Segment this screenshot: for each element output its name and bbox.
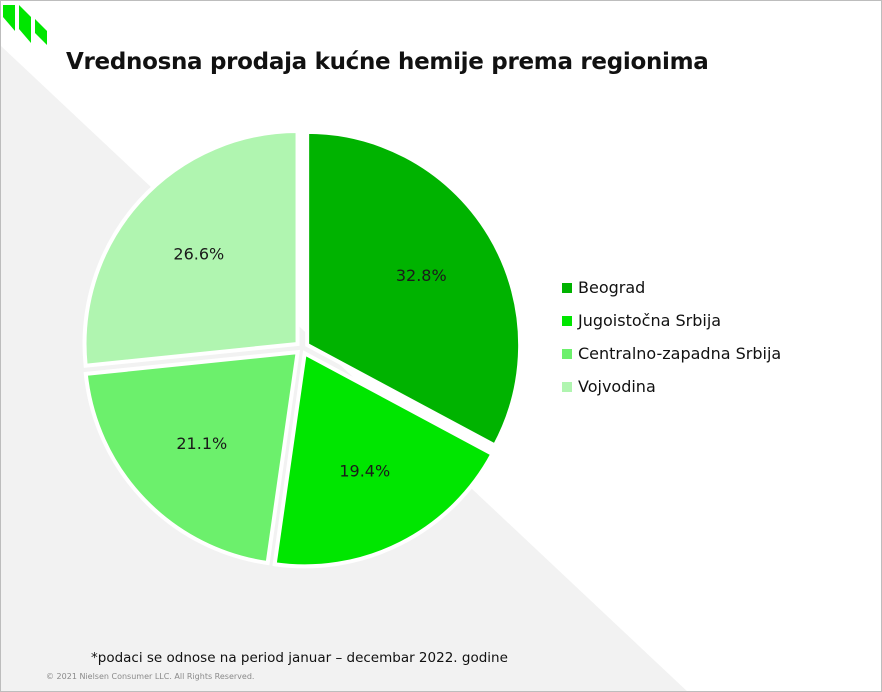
data-label-vojvodina: 26.6% xyxy=(173,244,224,263)
data-label-beograd: 32.8% xyxy=(396,266,447,285)
brand-logo-icon xyxy=(3,5,47,45)
data-label-jugoistocna-srbija: 19.4% xyxy=(339,462,390,481)
legend-item-vojvodina: Vojvodina xyxy=(562,370,781,403)
legend-swatch-vojvodina xyxy=(562,381,572,392)
legend-label-vojvodina: Vojvodina xyxy=(578,377,656,396)
pie-slice-jugoistocna-srbija xyxy=(272,350,496,569)
footnote: *podaci se odnose na period januar – dec… xyxy=(91,650,508,666)
pie-slice-beograd xyxy=(305,129,523,449)
pie-slice-centralno-zapadna-srbija xyxy=(83,349,301,566)
pie-slice-vojvodina xyxy=(82,128,300,368)
legend-item-beograd: Beograd xyxy=(562,271,781,304)
legend-label-centralno-zapadna-srbija: Centralno-zapadna Srbija xyxy=(578,344,782,363)
data-label-centralno-zapadna-srbija: 21.1% xyxy=(176,434,227,453)
chart-legend: Beograd Jugoistočna Srbija Centralno-zap… xyxy=(562,271,781,403)
chart-title: Vrednosna prodaja kućne hemije prema reg… xyxy=(66,49,709,75)
legend-swatch-beograd xyxy=(562,282,572,293)
copyright-notice: © 2021 Nielsen Consumer LLC. All Rights … xyxy=(46,672,255,681)
legend-item-jugoistocna-srbija: Jugoistočna Srbija xyxy=(562,304,781,337)
legend-label-beograd: Beograd xyxy=(578,278,646,297)
legend-swatch-jugoistocna-srbija xyxy=(562,315,572,326)
legend-item-centralno-zapadna-srbija: Centralno-zapadna Srbija xyxy=(562,337,781,370)
legend-swatch-centralno-zapadna-srbija xyxy=(562,348,572,359)
legend-label-jugoistocna-srbija: Jugoistočna Srbija xyxy=(578,311,722,330)
